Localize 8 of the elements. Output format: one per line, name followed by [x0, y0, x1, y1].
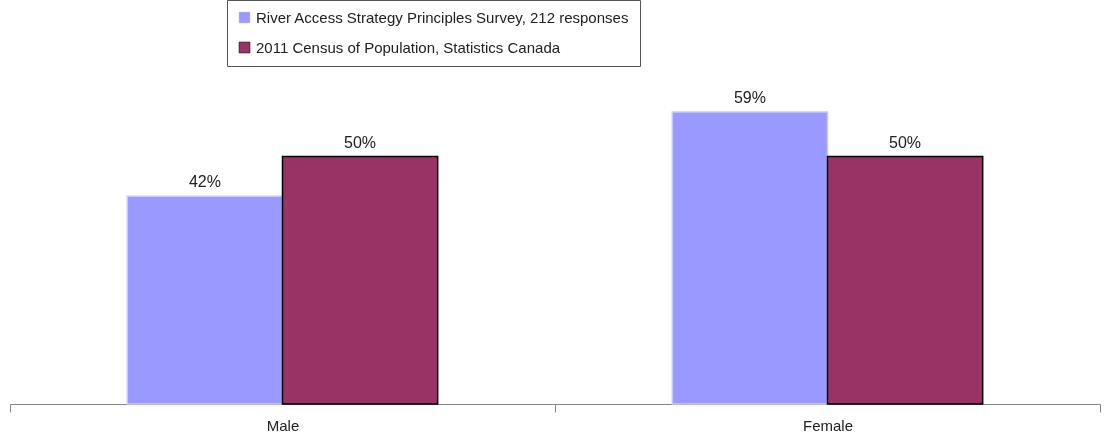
- data-label: 59%: [733, 89, 766, 106]
- x-tick-label: Female: [802, 416, 854, 434]
- data-label: 50%: [889, 133, 922, 151]
- legend-label: 2011 Census of Population, Statistics Canada: [256, 38, 561, 56]
- data-label: 50%: [344, 133, 377, 151]
- x-tick-label: Male: [266, 416, 300, 434]
- data-label: 42%: [188, 173, 221, 191]
- legend-label: River Access Strategy Principles Survey, 212 responses: [256, 8, 629, 26]
